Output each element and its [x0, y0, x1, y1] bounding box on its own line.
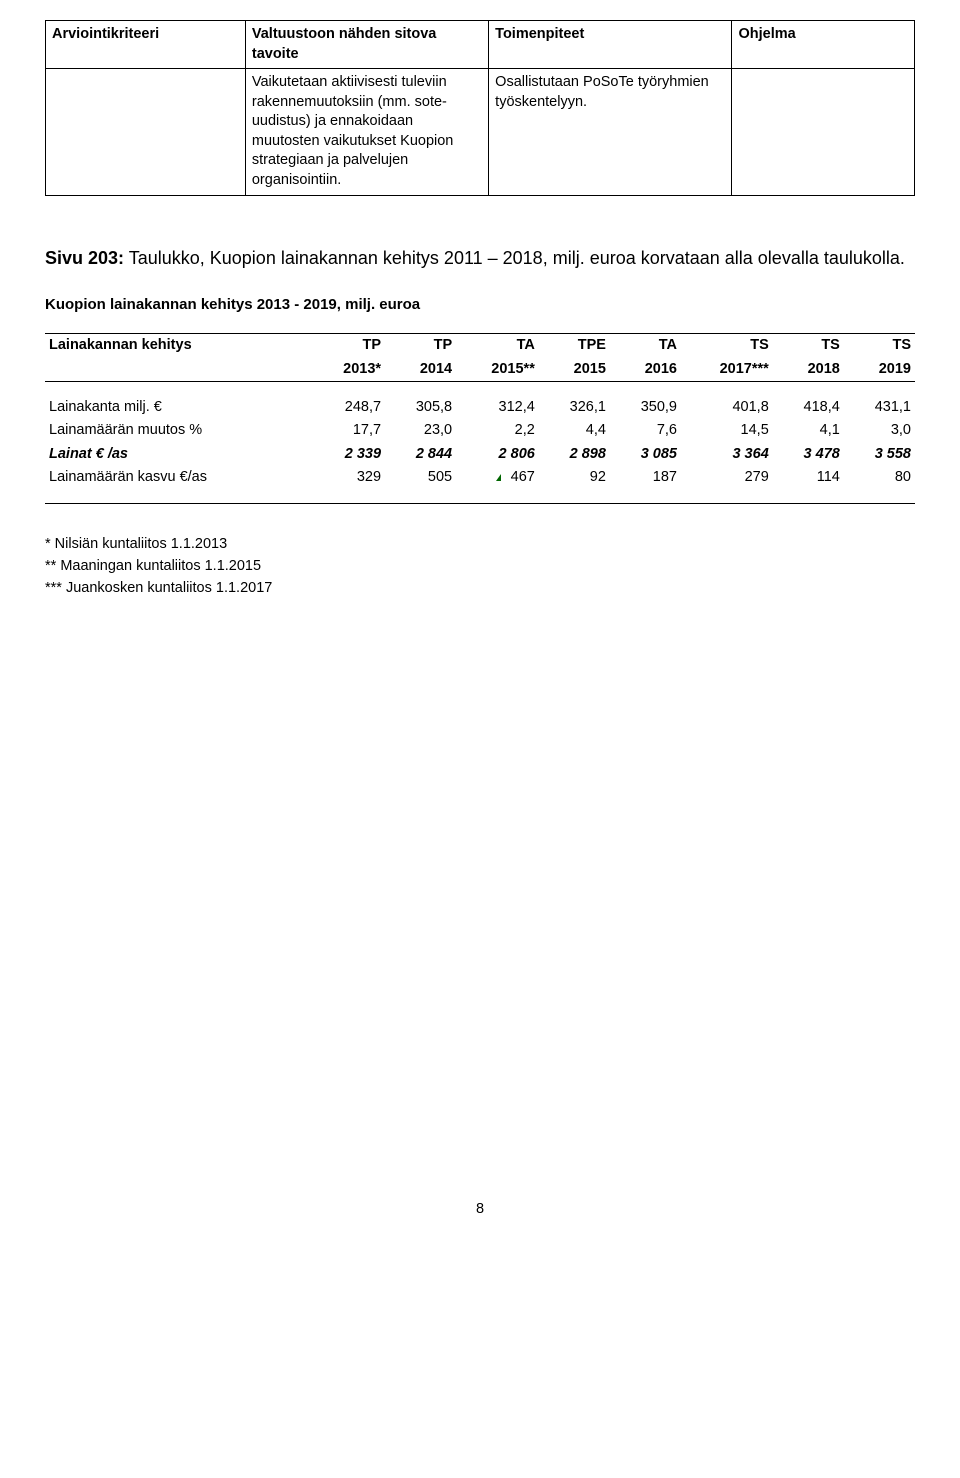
th-goal: Valtuustoon nähden sitova tavoite [245, 21, 488, 69]
page-number: 8 [45, 1200, 915, 1220]
th: TS [681, 334, 773, 358]
cell: 80 [844, 466, 915, 490]
cell: 4,1 [773, 419, 844, 443]
th-sub: 2014 [385, 358, 456, 382]
cell: 7,6 [610, 419, 681, 443]
th-sub: 2013* [311, 358, 385, 382]
cell: 329 [311, 466, 385, 490]
th: TS [844, 334, 915, 358]
cell-program [732, 69, 915, 195]
cell: 3,0 [844, 419, 915, 443]
page-ref: Sivu 203: [45, 248, 124, 268]
th-sub: 2015 [539, 358, 610, 382]
cell: 17,7 [311, 419, 385, 443]
th: TA [610, 334, 681, 358]
table-row: Lainamäärän kasvu €/as329505467921872791… [45, 466, 915, 490]
cell: 305,8 [385, 396, 456, 420]
table-row: Vaikutetaan aktiivisesti tuleviin rakenn… [46, 69, 915, 195]
cell: 467 [456, 466, 539, 490]
th-program: Ohjelma [732, 21, 915, 69]
triangle-icon [496, 474, 501, 481]
table-row: Lainamäärän muutos %17,723,02,24,47,614,… [45, 419, 915, 443]
cell: 3 478 [773, 443, 844, 467]
cell: 3 364 [681, 443, 773, 467]
th: TS [773, 334, 844, 358]
section-title: Kuopion lainakannan kehitys 2013 - 2019,… [45, 295, 915, 315]
th-sub: 2016 [610, 358, 681, 382]
cell: 418,4 [773, 396, 844, 420]
footnotes: * Nilsiän kuntaliitos 1.1.2013 ** Maanin… [45, 534, 915, 599]
cell: 187 [610, 466, 681, 490]
cell: 505 [385, 466, 456, 490]
th-sub: 2017*** [681, 358, 773, 382]
th: TP [385, 334, 456, 358]
cell: 350,9 [610, 396, 681, 420]
note: *** Juankosken kuntaliitos 1.1.2017 [45, 578, 915, 600]
cell: 4,4 [539, 419, 610, 443]
loan-table: Lainakannan kehitys TP TP TA TPE TA TS T… [45, 333, 915, 504]
table-row: Lainat € /as2 3392 8442 8062 8983 0853 3… [45, 443, 915, 467]
cell: 2 339 [311, 443, 385, 467]
cell-criterion [46, 69, 246, 195]
cell: 3 085 [610, 443, 681, 467]
th-actions: Toimenpiteet [489, 21, 732, 69]
cell: 3 558 [844, 443, 915, 467]
cell: 248,7 [311, 396, 385, 420]
th: TP [311, 334, 385, 358]
cell: 401,8 [681, 396, 773, 420]
criteria-table: Arviointikriteeri Valtuustoon nähden sit… [45, 20, 915, 196]
th-sub: 2015** [456, 358, 539, 382]
cell: 92 [539, 466, 610, 490]
th-label: Lainakannan kehitys [45, 334, 311, 358]
th: TPE [539, 334, 610, 358]
row-label: Lainamäärän muutos % [45, 419, 311, 443]
cell: 2 898 [539, 443, 610, 467]
row-label: Lainamäärän kasvu €/as [45, 466, 311, 490]
table-row: Lainakanta milj. €248,7305,8312,4326,135… [45, 396, 915, 420]
cell: 2,2 [456, 419, 539, 443]
cell: 23,0 [385, 419, 456, 443]
cell: 14,5 [681, 419, 773, 443]
cell: 2 844 [385, 443, 456, 467]
cell-goal: Vaikutetaan aktiivisesti tuleviin rakenn… [245, 69, 488, 195]
cell-actions: Osallistutaan PoSoTe työryhmien työskent… [489, 69, 732, 195]
cell: 2 806 [456, 443, 539, 467]
note: ** Maaningan kuntaliitos 1.1.2015 [45, 556, 915, 578]
intro-text: Taulukko, Kuopion lainakannan kehitys 20… [124, 248, 905, 268]
cell: 114 [773, 466, 844, 490]
th-criterion: Arviointikriteeri [46, 21, 246, 69]
th-sub: 2018 [773, 358, 844, 382]
th: TA [456, 334, 539, 358]
intro-paragraph: Sivu 203: Taulukko, Kuopion lainakannan … [45, 246, 915, 270]
cell: 431,1 [844, 396, 915, 420]
row-label: Lainat € /as [45, 443, 311, 467]
cell: 326,1 [539, 396, 610, 420]
cell: 279 [681, 466, 773, 490]
cell: 312,4 [456, 396, 539, 420]
note: * Nilsiän kuntaliitos 1.1.2013 [45, 534, 915, 556]
th-sub: 2019 [844, 358, 915, 382]
th-sub [45, 358, 311, 382]
row-label: Lainakanta milj. € [45, 396, 311, 420]
